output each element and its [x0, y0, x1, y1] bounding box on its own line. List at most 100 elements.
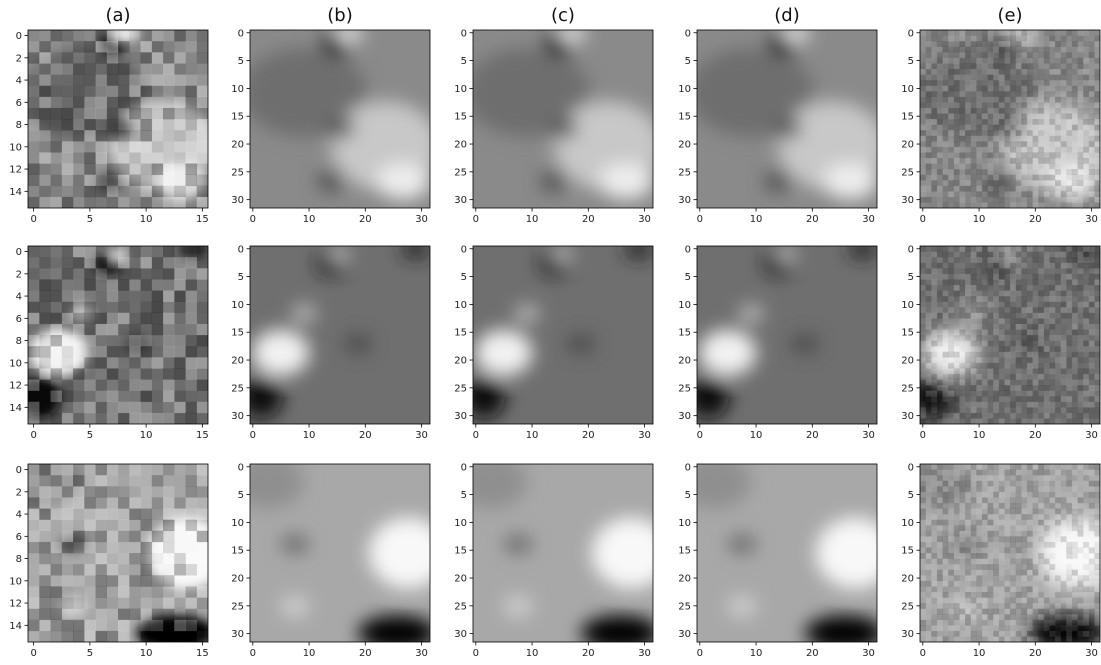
- pixel: [73, 402, 85, 413]
- pixel: [1072, 47, 1078, 53]
- pixel: [965, 119, 971, 125]
- image-blob: [504, 535, 533, 553]
- pixel: [1016, 147, 1022, 153]
- pixel: [988, 63, 994, 69]
- pixel: [1010, 547, 1016, 553]
- pixel: [62, 368, 74, 379]
- pixel: [1094, 481, 1100, 487]
- pixel: [163, 197, 175, 208]
- pixel: [1089, 113, 1095, 119]
- pixel: [1049, 186, 1055, 192]
- pixel: [1038, 335, 1044, 341]
- pixel: [1089, 108, 1095, 114]
- pixel: [965, 598, 971, 604]
- pixel: [999, 302, 1005, 308]
- pixel: [1066, 130, 1072, 136]
- pixel: [163, 257, 175, 268]
- pixel: [937, 102, 943, 108]
- pixel: [1089, 52, 1095, 58]
- pixel: [1061, 191, 1067, 197]
- pixel: [954, 164, 960, 170]
- pixel: [163, 97, 175, 108]
- pixel: [1016, 318, 1022, 324]
- pixel: [976, 385, 982, 391]
- pixel: [1055, 329, 1061, 335]
- pixel: [920, 80, 926, 86]
- pixel: [943, 598, 949, 604]
- pixel: [1055, 136, 1061, 142]
- pixel: [1004, 268, 1010, 274]
- pixel: [129, 391, 141, 402]
- pixel: [988, 520, 994, 526]
- pixel: [988, 80, 994, 86]
- pixel: [931, 625, 937, 631]
- x-tick-label: 0: [250, 430, 256, 441]
- pixel: [993, 91, 999, 97]
- pixel: [948, 598, 954, 604]
- pixel: [937, 152, 943, 158]
- pixel: [926, 329, 932, 335]
- pixel: [1072, 335, 1078, 341]
- pixel: [1044, 575, 1050, 581]
- pixel: [186, 368, 198, 379]
- pixel: [926, 407, 932, 413]
- pixel: [96, 108, 108, 119]
- pixel: [118, 464, 130, 475]
- pixel: [999, 268, 1005, 274]
- pixel: [129, 586, 141, 597]
- pixel: [982, 625, 988, 631]
- pixel: [174, 324, 186, 335]
- pixel: [1066, 141, 1072, 147]
- pixel: [1089, 402, 1095, 408]
- pixel: [959, 525, 965, 531]
- pixel: [1094, 141, 1100, 147]
- pixel: [926, 559, 932, 565]
- pixel: [163, 346, 175, 357]
- pixel: [937, 520, 943, 526]
- pixel: [1027, 291, 1033, 297]
- pixel: [988, 464, 994, 470]
- pixel: [1010, 307, 1016, 313]
- pixel: [943, 531, 949, 537]
- pixel: [954, 402, 960, 408]
- pixel: [163, 52, 175, 63]
- pixel: [1021, 80, 1027, 86]
- pixel: [1094, 175, 1100, 181]
- pixel: [999, 481, 1005, 487]
- pixel: [1004, 380, 1010, 386]
- pixel: [1016, 63, 1022, 69]
- pixel: [988, 492, 994, 498]
- pixel: [174, 52, 186, 63]
- pixel: [197, 175, 209, 186]
- pixel: [1044, 291, 1050, 297]
- pixel: [965, 75, 971, 81]
- pixel: [141, 380, 153, 391]
- pixel: [1004, 475, 1010, 481]
- pixel: [1027, 91, 1033, 97]
- pixel: [1055, 603, 1061, 609]
- pixel: [1033, 252, 1039, 258]
- pixel: [1066, 536, 1072, 542]
- pixel: [163, 86, 175, 97]
- pixel: [39, 324, 51, 335]
- pixel: [1066, 531, 1072, 537]
- pixel: [965, 592, 971, 598]
- pixel: [51, 324, 63, 335]
- pixel: [1055, 36, 1061, 42]
- pixel: [926, 30, 932, 36]
- pixel: [129, 175, 141, 186]
- pixel: [84, 564, 96, 575]
- pixel: [152, 380, 164, 391]
- pixel: [1066, 396, 1072, 402]
- pixel: [982, 525, 988, 531]
- pixel: [993, 492, 999, 498]
- pixel: [1078, 570, 1084, 576]
- pixel: [1016, 169, 1022, 175]
- pixel: [993, 41, 999, 47]
- pixel: [1089, 620, 1095, 626]
- pixel: [1010, 169, 1016, 175]
- pixel: [1094, 609, 1100, 615]
- pixel: [163, 464, 175, 475]
- pixel: [982, 197, 988, 203]
- pixel: [1044, 169, 1050, 175]
